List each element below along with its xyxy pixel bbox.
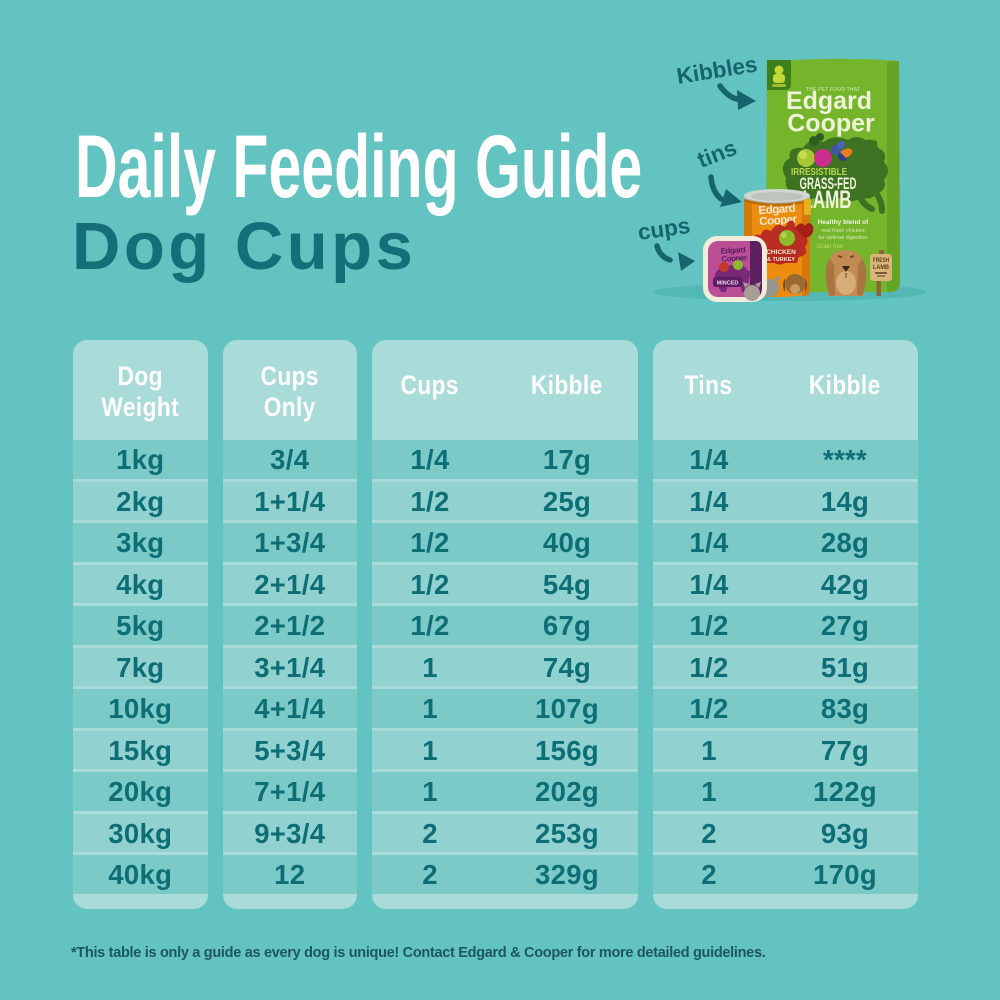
svg-text:GRASS-FED: GRASS-FED <box>800 175 857 193</box>
svg-text:cups: cups <box>636 213 691 245</box>
svg-text:Edgard: Edgard <box>758 203 796 218</box>
svg-text:for optimal digestion: for optimal digestion <box>818 235 867 241</box>
svg-text:Cooper: Cooper <box>721 253 747 263</box>
svg-text:CHICKEN: CHICKEN <box>766 249 796 256</box>
svg-text:IRRESISTIBLE: IRRESISTIBLE <box>791 167 847 178</box>
svg-text:tins: tins <box>694 135 740 173</box>
svg-text:Grain free: Grain free <box>817 244 844 250</box>
svg-text:Edgard: Edgard <box>720 245 746 255</box>
svg-text:LAMB: LAMB <box>873 264 889 271</box>
svg-text:Healthy blend of: Healthy blend of <box>818 219 869 226</box>
svg-text:Edgard: Edgard <box>786 87 872 115</box>
svg-text:Cooper: Cooper <box>787 110 875 138</box>
svg-text:Kibbles: Kibbles <box>675 52 759 89</box>
svg-text:& TURKEY: & TURKEY <box>767 257 795 263</box>
svg-text:real fresh chicken: real fresh chicken <box>821 228 864 234</box>
svg-text:THE PET FOOD THAT: THE PET FOOD THAT <box>806 87 860 93</box>
svg-text:FRESH: FRESH <box>873 257 889 264</box>
svg-text:MINCED: MINCED <box>717 281 739 287</box>
